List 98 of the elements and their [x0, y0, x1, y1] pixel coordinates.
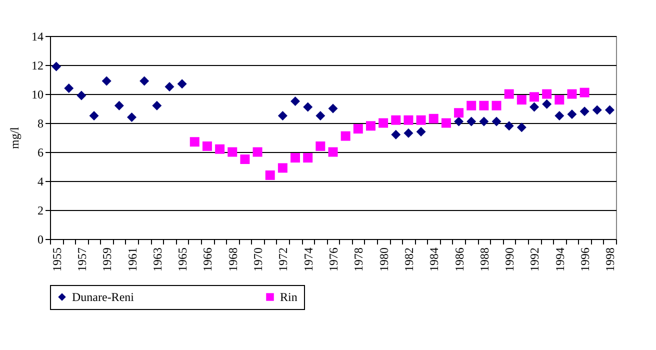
point [554, 111, 564, 120]
point [592, 105, 602, 115]
point [604, 105, 614, 115]
point [353, 124, 363, 134]
point [102, 76, 112, 86]
point [580, 106, 590, 116]
y-tick-label: 0 [38, 232, 44, 246]
point [202, 141, 212, 151]
point [240, 154, 250, 164]
point [52, 62, 62, 72]
point [580, 88, 590, 98]
point [303, 102, 313, 112]
point [530, 102, 539, 112]
x-tick-label: 1959 [100, 248, 114, 272]
x-tick-label: 1988 [477, 248, 492, 272]
x-tick-label: 1992 [528, 248, 542, 272]
x-tick-label: 1955 [50, 248, 64, 272]
point [404, 115, 414, 125]
point [278, 163, 288, 173]
point [492, 100, 502, 110]
point [416, 126, 426, 136]
point [140, 76, 150, 86]
x-tick-label: 1961 [125, 248, 140, 272]
x-tick-label: 1996 [578, 248, 592, 272]
point [504, 121, 514, 131]
point [164, 82, 174, 92]
point [378, 118, 388, 128]
point [340, 131, 350, 141]
point [190, 137, 200, 147]
x-tick-label: 1974 [301, 248, 316, 272]
point [290, 153, 300, 163]
point [366, 121, 376, 131]
point [316, 141, 326, 151]
point [265, 170, 275, 180]
y-tick-label: 4 [38, 174, 44, 188]
point [504, 89, 514, 99]
point [466, 100, 476, 110]
x-tick-label: 1957 [74, 248, 89, 272]
point [441, 118, 451, 128]
point [479, 116, 489, 126]
x-tick-label: 1976 [326, 248, 340, 272]
point [391, 115, 401, 125]
point [391, 130, 401, 140]
x-tick-label: 1965 [176, 248, 190, 272]
point [278, 111, 288, 120]
y-tick-label: 14 [32, 30, 44, 44]
x-tick-label: 1966 [200, 248, 215, 272]
x-tick-label: 1982 [402, 248, 416, 272]
point [466, 116, 476, 126]
point [530, 92, 539, 102]
point [290, 96, 300, 106]
point [516, 122, 526, 132]
point [303, 153, 313, 163]
point [554, 95, 564, 105]
point [76, 90, 86, 100]
point [228, 147, 238, 157]
x-tick-label: 1984 [427, 248, 442, 272]
point [454, 108, 464, 118]
point [127, 112, 136, 122]
legend-label: Rin [280, 290, 298, 304]
point [404, 128, 414, 138]
x-tick-label: 1963 [150, 248, 164, 272]
point [542, 89, 552, 99]
y-axis-title: mg/l [8, 126, 22, 150]
point [215, 144, 225, 154]
x-tick-label: 1968 [226, 248, 240, 272]
point [252, 147, 262, 157]
point [454, 116, 464, 126]
y-tick-label: 6 [38, 146, 44, 160]
y-tick-label: 2 [38, 204, 44, 218]
point [428, 114, 438, 124]
legend-label: Dunare-Reni [72, 290, 135, 304]
point [516, 95, 526, 105]
x-tick-label: 1980 [376, 248, 391, 272]
point [567, 110, 577, 120]
point [328, 104, 338, 114]
point [542, 99, 552, 109]
x-tick-label: 1986 [452, 248, 466, 272]
point [492, 116, 502, 126]
point [316, 111, 326, 120]
y-tick-label: 8 [38, 116, 44, 130]
x-tick-label: 1994 [552, 248, 567, 272]
point [567, 89, 577, 99]
x-tick-label: 1978 [352, 248, 366, 272]
point [152, 100, 162, 110]
point [177, 79, 187, 89]
point [64, 83, 74, 93]
x-tick-label: 1990 [502, 248, 517, 272]
x-tick-label: 1972 [276, 248, 290, 272]
point [479, 100, 489, 110]
point [89, 111, 99, 120]
point [328, 147, 338, 157]
y-tick-label: 12 [32, 58, 44, 72]
point [114, 100, 124, 110]
y-tick-label: 10 [32, 88, 44, 102]
x-tick-label: 1970 [251, 248, 266, 272]
x-tick-label: 1998 [603, 248, 618, 272]
point [416, 115, 426, 125]
